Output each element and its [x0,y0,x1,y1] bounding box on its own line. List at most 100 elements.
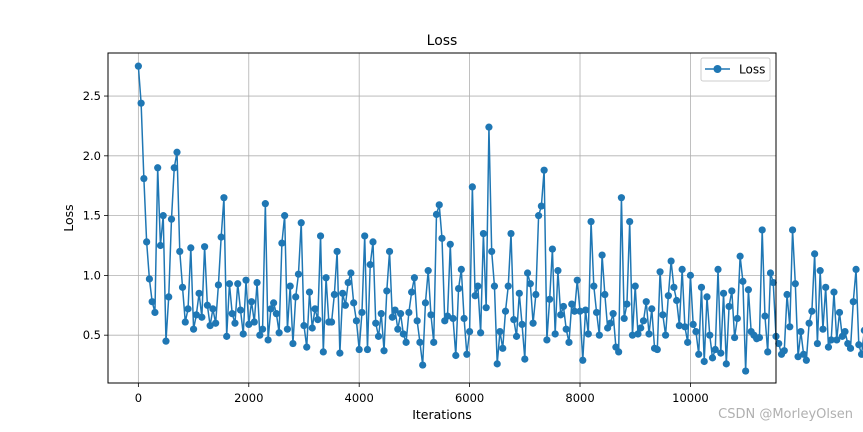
loss-point [477,329,485,337]
loss-point [223,332,231,340]
loss-point [137,99,145,107]
loss-point [493,360,501,368]
loss-point [363,345,372,354]
loss-point [358,308,366,317]
loss-point [281,212,289,220]
loss-point [438,234,446,242]
loss-point [846,344,855,352]
loss-point [728,287,736,295]
loss-point [742,367,750,375]
x-tick-label: 0 [135,391,142,405]
loss-point [852,265,860,274]
loss-point [369,238,377,246]
loss-point [468,183,476,191]
loss-point [598,251,606,259]
loss-point [432,210,441,219]
loss-point [606,319,614,327]
loss-point [548,245,557,253]
loss-point [512,332,521,340]
loss-point [573,276,581,284]
loss-point [178,283,187,291]
loss-point [435,201,443,209]
loss-point [570,307,579,315]
loss-point [833,336,841,344]
loss-point [626,217,634,226]
loss-point [352,317,361,325]
loss-point [457,265,465,274]
loss-point [822,283,830,291]
loss-point [731,333,739,342]
loss-point [860,327,863,334]
loss-point [557,311,565,319]
loss-point [209,305,217,313]
loss-point [195,289,203,297]
watermark-text: CSDN @MorleyOlsen [718,407,853,422]
loss-point [297,219,305,227]
loss-point [350,299,358,307]
loss-point [722,360,730,368]
loss-point [678,265,686,274]
loss-point [659,311,667,319]
loss-point [584,330,592,338]
loss-point [217,233,225,241]
loss-point [330,290,338,299]
loss-point [394,325,402,333]
legend-marker-swatch [713,65,722,73]
loss-point [775,339,783,348]
loss-point [526,280,534,288]
loss-point [377,310,385,318]
loss-point [198,313,206,321]
loss-point [543,336,551,344]
loss-point [523,269,532,277]
loss-point [272,310,280,318]
loss-point [595,331,603,339]
loss-point [490,282,499,290]
plot-area-frame [107,52,777,384]
loss-point [692,327,700,336]
x-tick-label: 6000 [455,391,484,405]
loss-point [482,304,490,312]
loss-point [504,282,512,290]
loss-point [813,339,822,348]
loss-point [159,212,167,220]
legend-box [700,57,771,82]
loss-point [374,332,383,340]
loss-point [228,310,236,318]
loss-point [714,265,722,274]
loss-point [308,324,316,332]
loss-point [247,298,256,306]
loss-point [766,269,775,277]
loss-point [258,325,267,333]
y-tick-label: 2.5 [83,89,101,103]
loss-point [212,319,220,327]
loss-point [719,289,728,297]
loss-point [554,267,562,275]
loss-point [236,306,245,314]
loss-point [689,320,697,329]
loss-point [165,293,173,301]
loss-point [744,286,753,294]
loss-point [579,356,587,364]
loss-point [667,257,675,265]
loss-point [764,348,772,356]
loss-point [173,148,181,156]
loss-point [283,325,292,333]
loss-point [380,347,388,355]
loss-point [797,327,805,336]
loss-point [391,306,399,314]
loss-point [673,296,681,305]
loss-point [264,336,272,344]
loss-point [454,284,463,293]
loss-point [725,302,733,311]
loss-point [385,247,394,256]
loss-point [203,301,211,309]
loss-point [303,343,311,351]
loss-point [225,280,234,288]
loss-point [366,261,374,269]
loss-point [808,307,816,315]
loss-point [800,350,808,358]
loss-point [609,310,617,318]
loss-point [234,280,242,288]
loss-point [399,330,407,338]
loss-point [140,174,148,183]
